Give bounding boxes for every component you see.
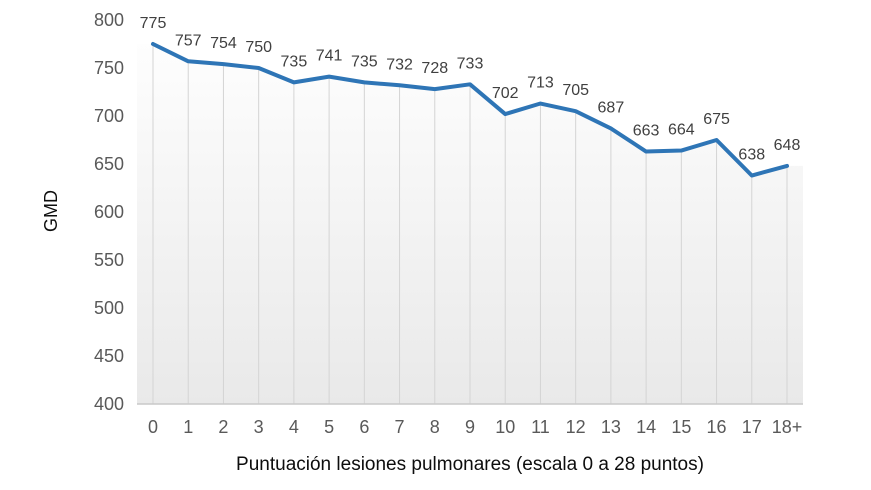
above-line-mask	[137, 18, 803, 176]
x-axis-tick-label: 2	[218, 417, 228, 437]
x-axis-tick-label: 11	[531, 417, 550, 437]
y-axis-tick-label: 550	[94, 250, 124, 270]
data-label: 735	[281, 53, 308, 70]
y-axis-tick-label: 500	[94, 298, 124, 318]
data-label: 702	[492, 85, 519, 102]
data-label: 775	[140, 15, 167, 32]
y-axis-tick-label: 700	[94, 106, 124, 126]
x-axis-tick-label: 4	[289, 417, 299, 437]
data-label: 741	[316, 48, 343, 65]
data-label: 648	[774, 137, 801, 154]
data-label: 757	[175, 32, 202, 49]
data-label: 733	[457, 55, 484, 72]
x-axis-tick-label: 0	[148, 417, 158, 437]
data-label: 664	[668, 122, 695, 139]
data-label: 713	[527, 75, 554, 92]
x-axis-tick-label: 7	[395, 417, 405, 437]
data-label: 705	[562, 82, 589, 99]
data-label: 754	[210, 35, 237, 52]
y-axis-tick-label: 600	[94, 202, 124, 222]
x-axis-tick-label: 12	[566, 417, 586, 437]
x-axis-tick-label: 9	[465, 417, 475, 437]
y-axis-tick-label: 650	[94, 154, 124, 174]
x-axis-tick-label: 5	[324, 417, 334, 437]
x-axis-tick-label: 3	[254, 417, 264, 437]
x-axis-tick-label: 16	[707, 417, 727, 437]
data-label: 728	[421, 60, 448, 77]
data-label: 675	[703, 111, 730, 128]
x-axis-title: Puntuación lesiones pulmonares (escala 0…	[236, 454, 704, 475]
x-axis-tick-label: 18+	[772, 417, 803, 437]
data-label: 687	[598, 99, 625, 116]
data-series-line	[151, 42, 789, 178]
x-axis-tick-label: 17	[742, 417, 762, 437]
y-axis-title: GMD	[41, 190, 61, 232]
x-axis-tick-label: 14	[636, 417, 656, 437]
data-label: 732	[386, 56, 413, 73]
x-axis-tick-label: 15	[671, 417, 691, 437]
y-axis-tick-label: 450	[94, 346, 124, 366]
y-axis-tick-label: 800	[94, 10, 124, 30]
data-label: 638	[738, 147, 765, 164]
x-axis-tick-label: 10	[495, 417, 515, 437]
x-axis-tick-label: 6	[359, 417, 369, 437]
x-axis-tick-label: 8	[430, 417, 440, 437]
x-axis-tick-label: 13	[601, 417, 621, 437]
y-axis-tick-label: 400	[94, 394, 124, 414]
data-label: 663	[633, 123, 660, 140]
x-axis-tick-label: 1	[183, 417, 193, 437]
data-label: 750	[245, 39, 272, 56]
y-axis-tick-label: 750	[94, 58, 124, 78]
data-label: 735	[351, 53, 378, 70]
